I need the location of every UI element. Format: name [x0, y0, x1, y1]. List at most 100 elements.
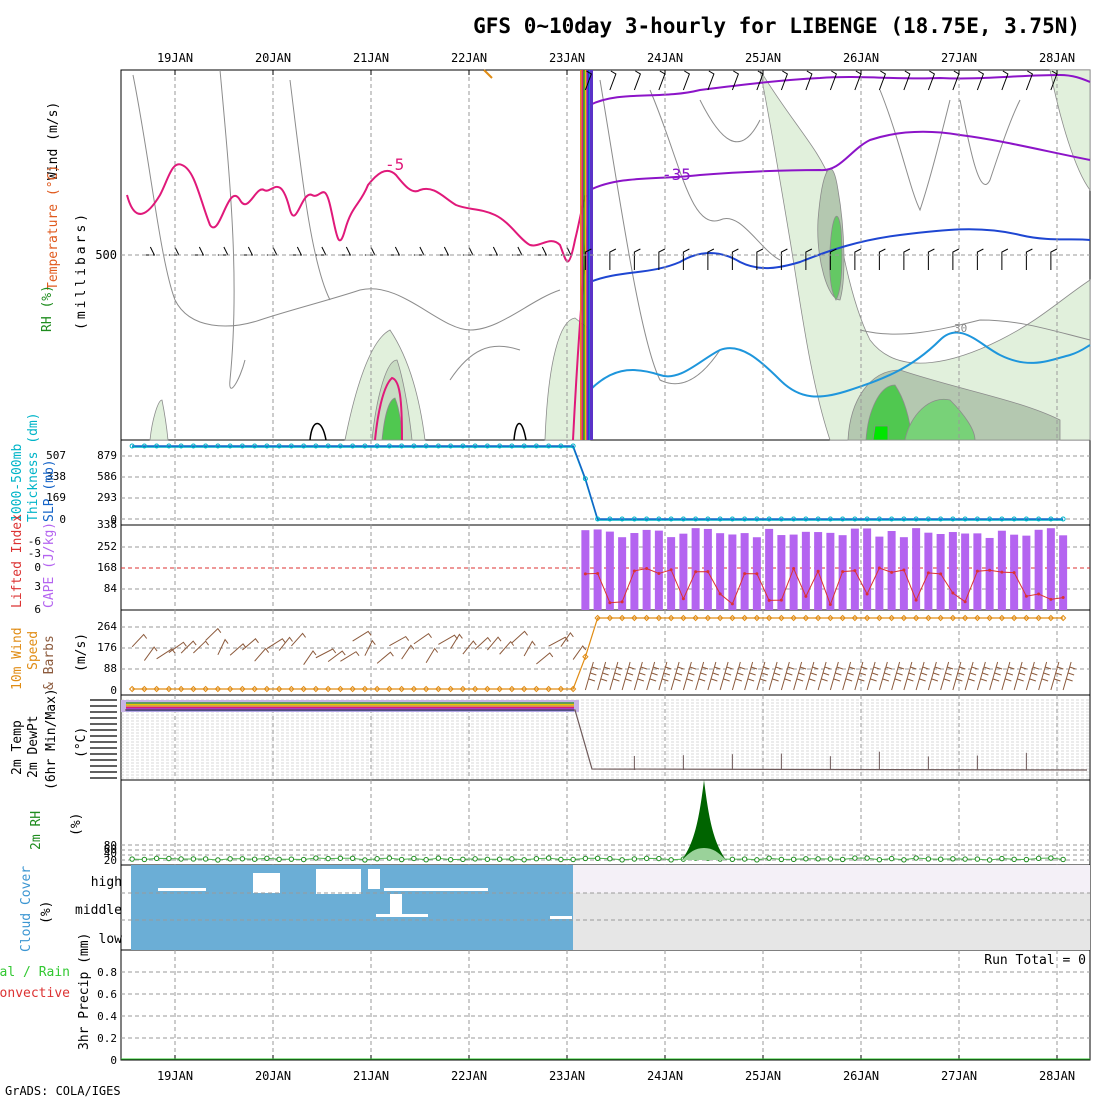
wind-barb-500 [168, 246, 180, 256]
wind-speed-marker [1059, 614, 1067, 622]
slp-marker [301, 443, 307, 449]
wind-barb-500 [536, 246, 548, 256]
wind-speed-marker [839, 614, 846, 622]
wind-barb-10m [376, 651, 394, 664]
wind-barb-10m [756, 661, 770, 691]
rh-marker [986, 857, 993, 863]
rh-contour [699, 99, 761, 143]
wind-barb-500 [144, 246, 156, 256]
wind-barb-top [805, 70, 813, 91]
wind-barb-500 [1025, 248, 1033, 270]
cape-bar [948, 532, 957, 610]
t2m-ylabel-b: 2m DewPt [26, 715, 41, 778]
rh-area [1049, 69, 1091, 192]
cape-tick: 252 [97, 540, 117, 553]
wind-barb-500 [731, 248, 739, 270]
slp-marker [313, 443, 319, 449]
discontinuity-band [588, 70, 590, 440]
rh-area [872, 425, 889, 441]
rh-spike-base [682, 848, 726, 860]
wind-speed-marker [508, 685, 516, 693]
temp-contour-blue [589, 228, 1091, 283]
lifted-marker [596, 571, 600, 575]
lifted-marker [804, 594, 808, 598]
rh-marker [643, 855, 650, 862]
day-label-bottom: 19JAN [157, 1069, 193, 1083]
wind-barb-10m [584, 661, 599, 691]
lifted-tick: -6 [28, 535, 41, 548]
run-total-text: Run Total = 0 [984, 953, 1086, 968]
slp-right-tick: 293 [97, 491, 117, 504]
wind-barb-10m [156, 648, 176, 660]
rh-marker [888, 855, 895, 862]
slp-marker [386, 443, 392, 449]
cape-bar [924, 532, 933, 610]
cape-bar [912, 528, 921, 610]
slp-marker [938, 516, 944, 522]
wind-barb-10m [401, 644, 415, 660]
slp-marker [913, 516, 919, 522]
slp-marker [644, 516, 650, 522]
rh-marker [1048, 855, 1054, 861]
wind-barb-10m [646, 661, 660, 691]
wind-barb-10m [768, 661, 782, 691]
wind-speed-marker [582, 653, 589, 660]
wind-speed-marker [337, 685, 344, 693]
lifted-marker [975, 569, 979, 573]
wind-barb-top [780, 70, 788, 91]
wind-barb-top [854, 70, 862, 91]
rh-tick: 20 [104, 854, 117, 867]
lifted-marker [792, 566, 796, 570]
rh-marker [398, 856, 405, 863]
wind-barb-10m [633, 661, 648, 691]
wind-speed-marker [961, 614, 969, 622]
slp-marker [631, 516, 637, 522]
cape-tick: 338 [97, 518, 117, 531]
discontinuity-band [580, 70, 582, 440]
upper-ylabel-rh: RH (%) [40, 285, 55, 332]
rh-marker [974, 856, 981, 862]
lifted-marker [1061, 596, 1065, 600]
slp-right-tick: 586 [97, 470, 117, 483]
slp-marker [337, 443, 343, 449]
cape-bar [887, 531, 896, 610]
wind-barb-500 [1050, 248, 1058, 270]
wind-speed-marker [643, 614, 650, 622]
precip-ylabel-b: Convective [0, 986, 70, 1001]
lifted-marker [988, 568, 992, 572]
wind-speed-marker [263, 685, 271, 693]
cape-bar [618, 537, 627, 610]
wind-barb-10m [1038, 661, 1052, 691]
cloud-gap [376, 914, 428, 917]
lifted-index-line [585, 567, 1064, 606]
slp-left-tick: 0 [59, 513, 66, 526]
wind-barb-10m [425, 647, 439, 664]
wind-barb-top [609, 70, 617, 91]
wind-speed-marker [827, 614, 834, 622]
rh-marker [166, 855, 172, 862]
precip-ylabel-c: 3hr Precip (mm) [77, 933, 92, 1050]
temp-contour-minus5-lower [374, 376, 403, 441]
slp-marker [472, 443, 478, 449]
wind-barb-10m [572, 645, 587, 660]
lifted-marker [767, 598, 771, 602]
wind-speed-marker [239, 685, 246, 693]
lifted-marker [743, 572, 747, 576]
wind-speed-marker [545, 685, 552, 693]
wind-barb-500 [829, 248, 837, 270]
lifted-tick: 0 [34, 561, 41, 574]
wind-speed-marker [912, 614, 920, 622]
wind-barb-10m [315, 648, 337, 659]
cloud-gap [316, 869, 361, 894]
wind-barb-500 [805, 248, 813, 270]
wind-speed-marker [802, 614, 810, 622]
wind-barb-10m [486, 636, 502, 651]
slp-marker [423, 443, 429, 449]
contour-label-minus5: -5 [385, 155, 404, 174]
wind-speed-marker [974, 614, 981, 622]
wind-barb-top [1001, 70, 1009, 91]
slp-marker [558, 443, 564, 449]
wind-barb-10m [609, 661, 623, 691]
contour-label-minus35: -35 [662, 165, 691, 184]
wind-speed-marker [275, 685, 283, 693]
